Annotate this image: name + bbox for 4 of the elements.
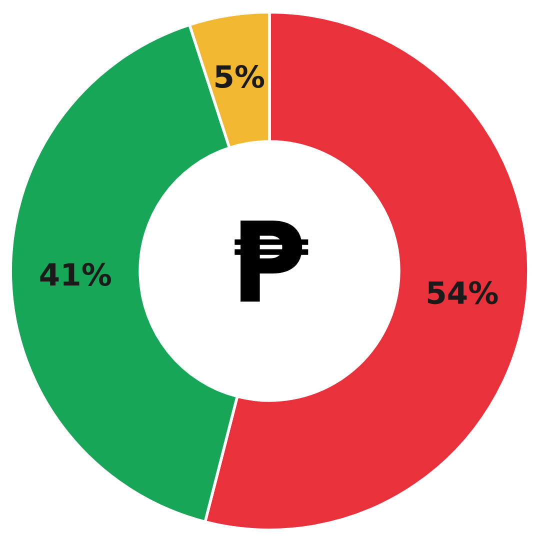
data-label: 41% — [40, 262, 111, 286]
data-label: 5% — [216, 64, 264, 88]
data-label: 54% — [428, 281, 498, 304]
text: ₱ — [234, 220, 308, 302]
